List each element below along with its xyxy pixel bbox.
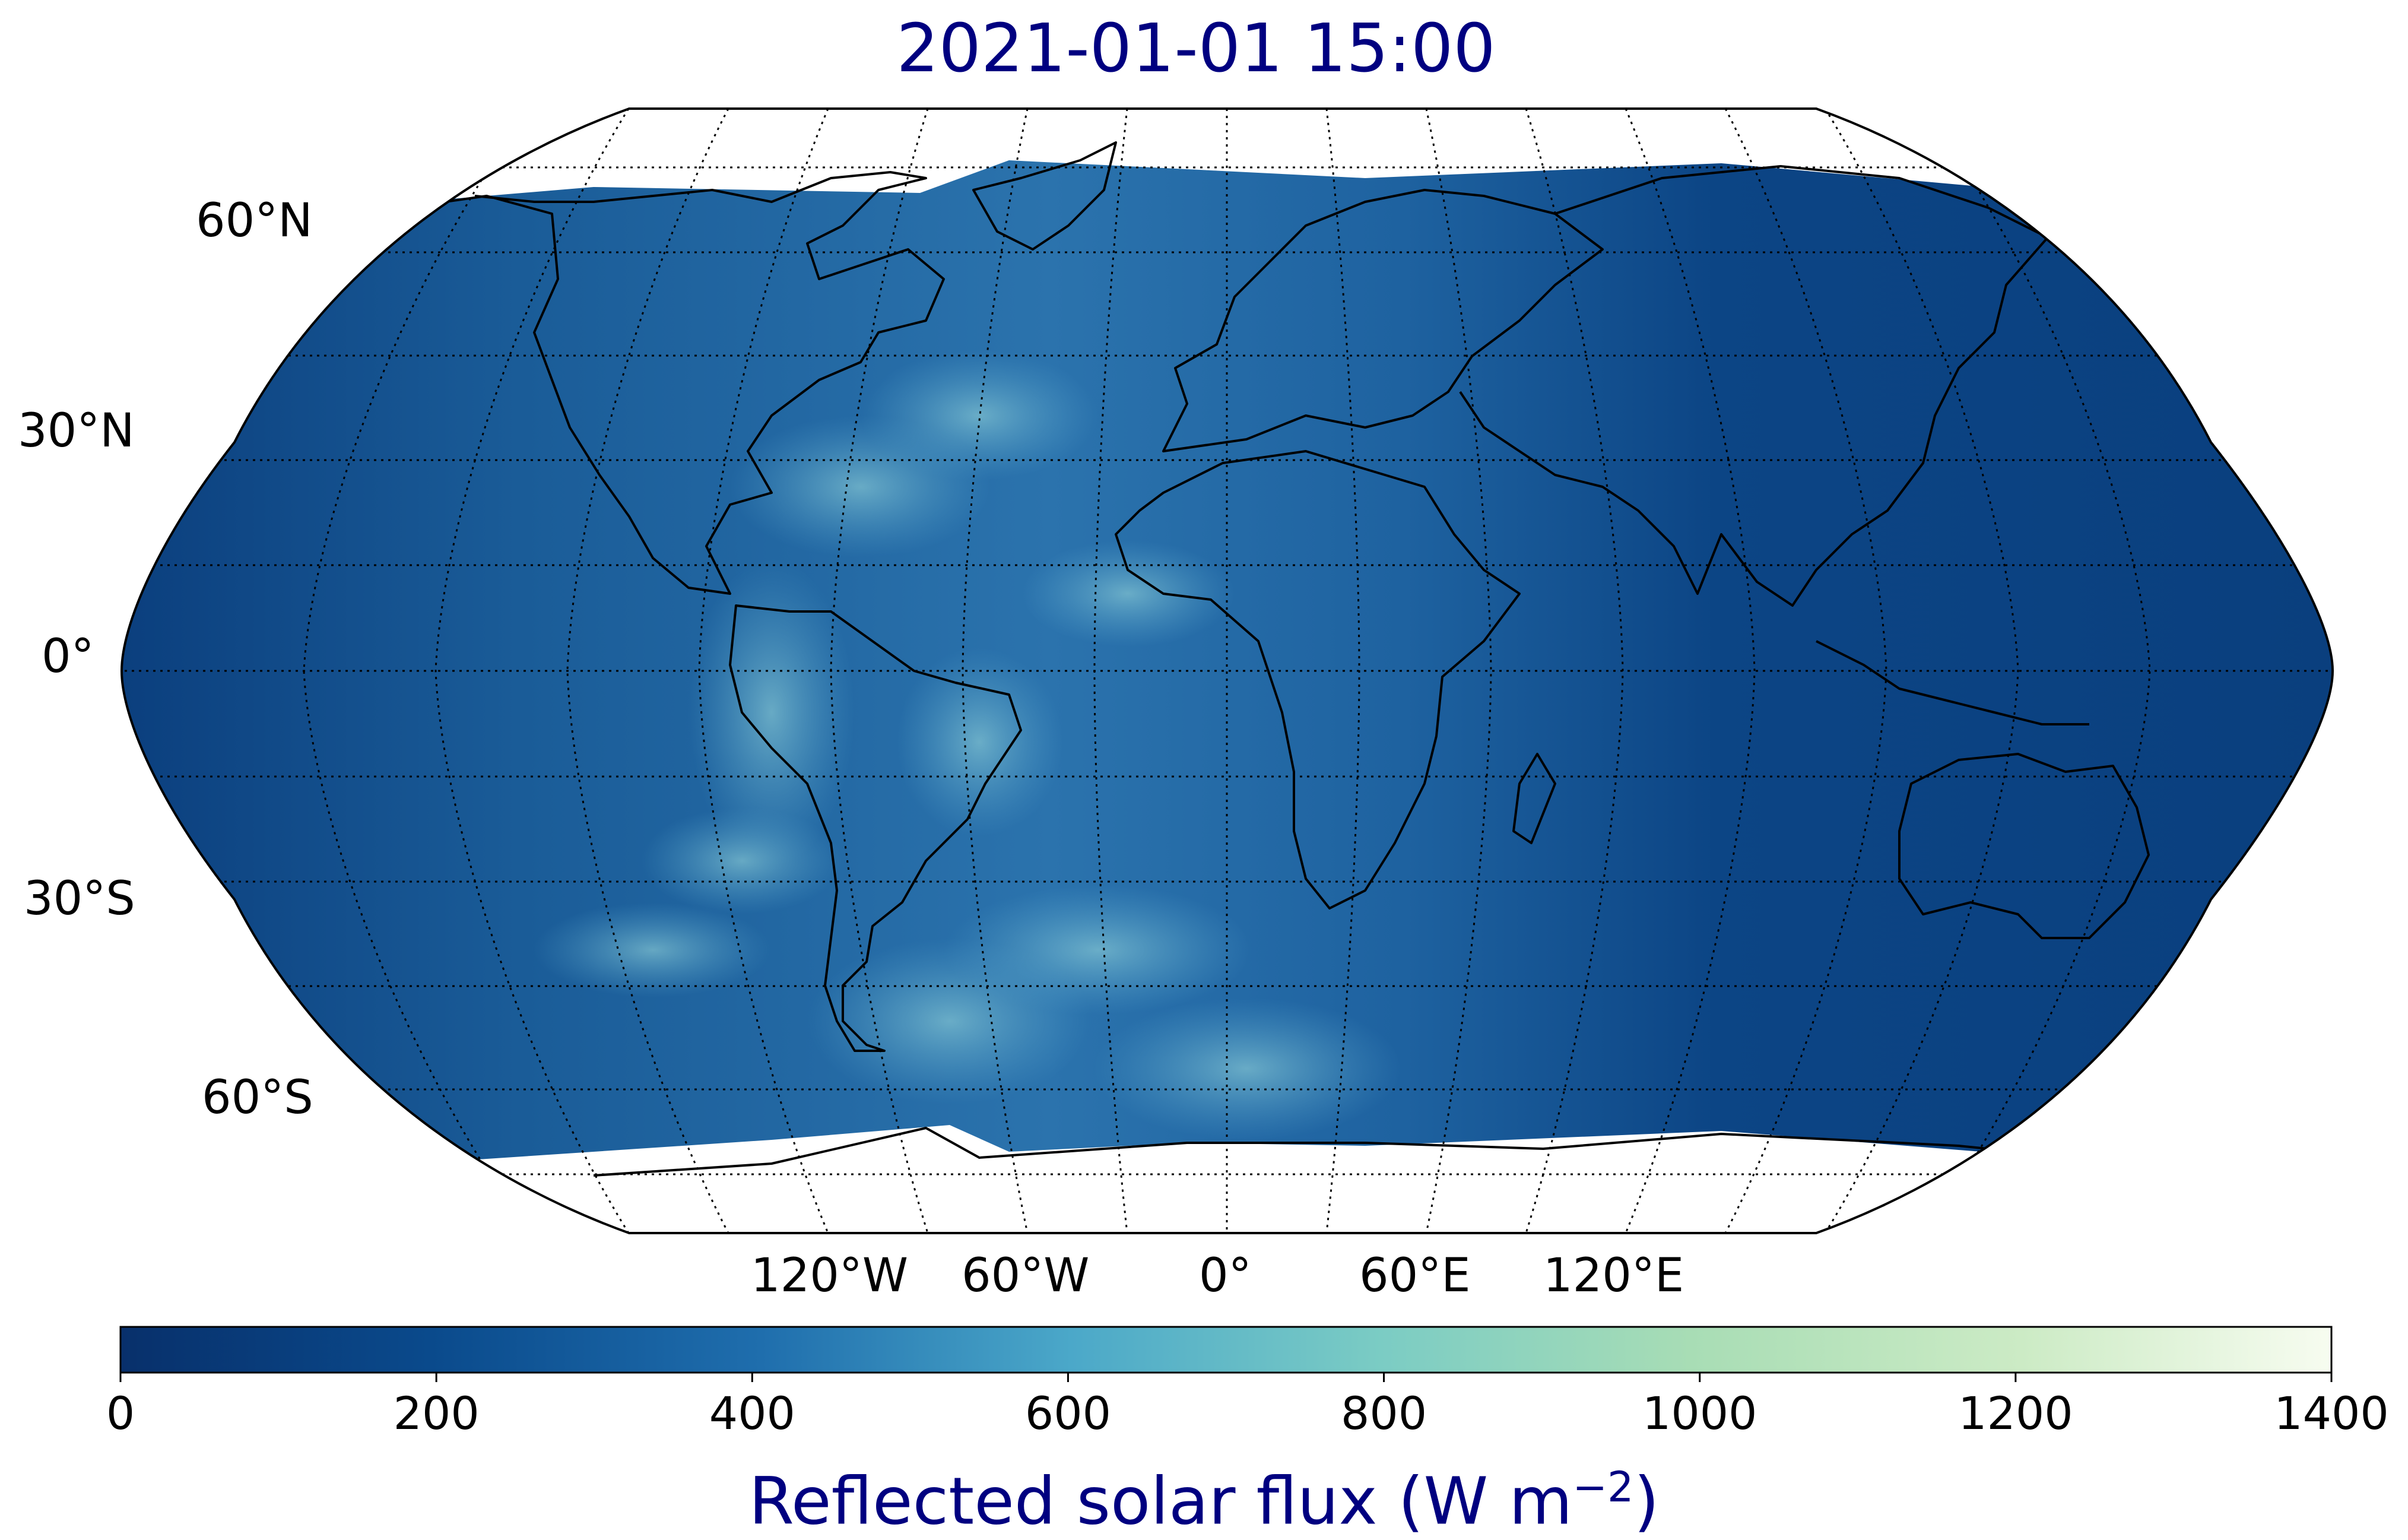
colorbar-label-text: Reflected solar flux (W m <box>748 1463 1573 1539</box>
colorbar: 0 200 400 600 800 1000 1200 1400 <box>106 1326 2389 1440</box>
colorbar-tick-label: 1400 <box>2274 1387 2388 1440</box>
lon-label-120w: 120°W <box>751 1249 908 1303</box>
colorbar-tick-label: 800 <box>1341 1387 1427 1440</box>
meridians <box>303 109 2151 1233</box>
coast-antarctica <box>593 1127 2078 1177</box>
cloud-patterns <box>534 350 1401 1140</box>
lat-label-30n: 30°N <box>18 404 135 458</box>
coast-north-america <box>403 171 945 595</box>
colorbar-ticks: 0 200 400 600 800 1000 1200 1400 <box>106 1373 2389 1440</box>
coast-new-zealand <box>2183 925 2257 1010</box>
coast-indonesia <box>1816 640 2089 725</box>
globe <box>120 107 2334 1234</box>
colorbar-tick-label: 1200 <box>1958 1387 2073 1440</box>
coast-asia <box>1459 165 2049 607</box>
lon-label-120e: 120°E <box>1543 1249 1684 1303</box>
lat-label-60n: 60°N <box>196 194 313 248</box>
lat-label-60s: 60°S <box>202 1071 313 1124</box>
colorbar-tick-label: 400 <box>709 1387 795 1440</box>
colorbar-tick-label: 200 <box>394 1387 480 1440</box>
coast-south-america <box>729 604 1022 1052</box>
longitude-labels: 120°W 60°W 0° 60°E 120°E <box>751 1249 1684 1303</box>
coast-africa <box>1115 450 1521 910</box>
arctic-nodata <box>415 109 2018 202</box>
lon-label-60e: 60°E <box>1359 1249 1471 1303</box>
coast-australia <box>1898 753 2150 939</box>
colorbar-label-exponent: −2 <box>1572 1463 1634 1512</box>
latitude-labels: 60°N 30°N 0° 30°S 60°S <box>18 194 313 1124</box>
lat-label-30s: 30°S <box>24 872 135 926</box>
colorbar-tick-label: 1000 <box>1642 1387 1757 1440</box>
lon-label-0: 0° <box>1199 1249 1252 1303</box>
colorbar-label: Reflected solar flux (W m−2) <box>0 1449 2408 1540</box>
antarctic-nodata <box>415 1125 2018 1233</box>
globe-outline <box>120 107 2334 1234</box>
coast-greenland <box>972 141 1117 251</box>
coast-madagascar <box>1512 753 1556 844</box>
colorbar-tick-label: 600 <box>1025 1387 1111 1440</box>
lat-label-0: 0° <box>42 630 94 683</box>
colorbar-label-close: ) <box>1633 1463 1660 1539</box>
colorbar-tick-label: 0 <box>106 1387 135 1440</box>
lon-label-60w: 60°W <box>962 1249 1089 1303</box>
map-title: 2021-01-01 15:00 <box>896 10 1496 87</box>
colorbar-bar <box>119 1326 2333 1374</box>
